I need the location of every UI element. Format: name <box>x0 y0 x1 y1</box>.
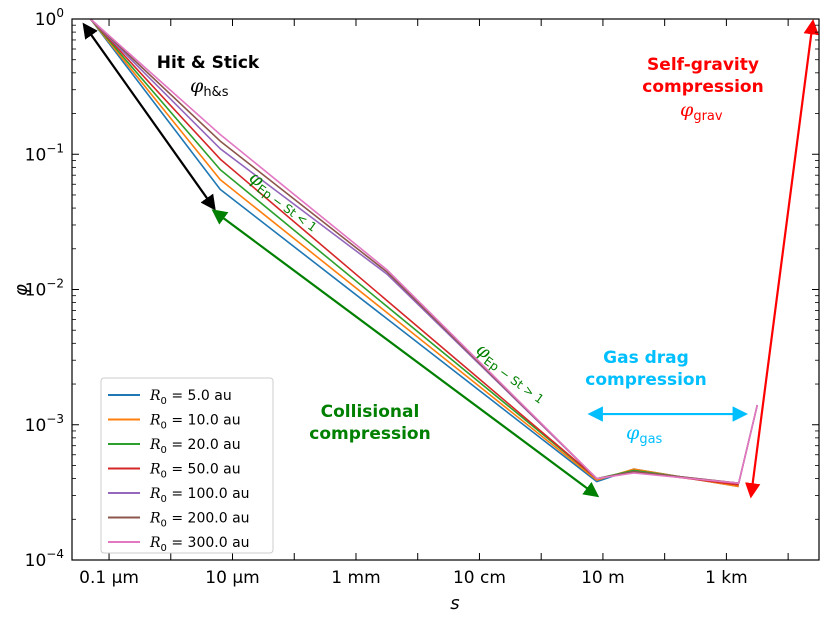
legend-label-1: R0 = 10.0 au <box>149 413 241 432</box>
x-tick-label: 0.1 µm <box>79 568 139 588</box>
ep-st-lt1-label: φEp − St < 1 <box>244 167 325 234</box>
legend-rest: = 200.0 au <box>167 511 250 527</box>
legend-r: R <box>149 388 161 404</box>
y-tick-base: 10 <box>25 145 47 165</box>
hit-stick-title: Hit & Stick <box>157 53 260 73</box>
self-gravity-arrow <box>745 18 819 499</box>
ep-st-gt1-label: φEp − St > 1 <box>471 339 552 406</box>
legend-sub: 0 <box>161 543 167 554</box>
legend-label-5: R0 = 200.0 au <box>149 511 250 530</box>
legend-label-3: R0 = 50.0 au <box>149 462 241 481</box>
ep-st-lt1-sub: Ep − St < 1 <box>254 182 319 235</box>
y-tick-base: 10 <box>25 551 47 571</box>
gas-drag-phi: φ <box>626 422 640 444</box>
legend-sub: 0 <box>161 494 167 505</box>
y-axis-label: φ <box>11 284 32 296</box>
self-gravity-line2: compression <box>642 77 763 97</box>
y-tick-base: 10 <box>35 10 57 30</box>
y-tick-label: 10−4 <box>25 547 64 571</box>
hit-stick-symbol: φh&s <box>190 75 229 100</box>
y-tick-label: 100 <box>35 6 64 30</box>
y-tick-label: 10−1 <box>25 141 64 165</box>
x-tick-label: 10 µm <box>205 568 259 588</box>
gas-drag-symbol: φgas <box>626 422 663 447</box>
hit-stick-arrow <box>82 22 216 211</box>
legend-label-0: R0 = 5.0 au <box>149 388 232 407</box>
legend-rest: = 50.0 au <box>167 462 241 478</box>
legend-r: R <box>149 413 161 429</box>
x-tick-label: 1 km <box>705 568 748 588</box>
collisional-arrow <box>211 209 600 498</box>
legend-rest: = 300.0 au <box>167 535 250 551</box>
y-tick-exp: 0 <box>56 6 64 20</box>
legend-r: R <box>149 462 161 478</box>
legend-box <box>100 377 274 554</box>
gas-drag-line2: compression <box>585 370 706 390</box>
legend-label-4: R0 = 100.0 au <box>149 486 250 505</box>
self-gravity-symbol: φgrav <box>680 99 723 124</box>
x-tick-label: 10 m <box>581 568 625 588</box>
x-tick-label: 1 mm <box>331 568 380 588</box>
gas-drag-sub: gas <box>639 432 662 447</box>
legend-r: R <box>149 511 161 527</box>
y-tick-base: 10 <box>25 281 47 301</box>
legend-sub: 0 <box>161 519 167 530</box>
hit-stick-phi: φ <box>190 75 204 97</box>
legend-r: R <box>149 437 161 453</box>
x-tick-label: 10 cm <box>453 568 506 588</box>
y-tick-label: 10−2 <box>25 277 64 301</box>
y-tick-exp: −2 <box>46 277 64 291</box>
x-axis-label: s <box>450 593 459 614</box>
legend-label-6: R0 = 300.0 au <box>149 535 250 554</box>
arrow-layer <box>82 18 819 499</box>
self-gravity-sub: grav <box>693 109 723 124</box>
y-tick-base: 10 <box>25 416 47 436</box>
y-tick-exp: −4 <box>46 547 64 561</box>
legend-r: R <box>149 486 161 502</box>
legend-rest: = 5.0 au <box>167 388 232 404</box>
legend-rest: = 20.0 au <box>167 437 241 453</box>
gas-drag-line1: Gas drag <box>603 348 689 368</box>
y-tick-exp: −1 <box>46 141 64 155</box>
legend-sub: 0 <box>161 421 167 432</box>
self-gravity-line1: Self-gravity <box>647 55 759 75</box>
y-tick-exp: −3 <box>46 412 64 426</box>
legend-sub: 0 <box>161 445 167 456</box>
hit-stick-sub: h&s <box>203 85 228 100</box>
collisional-line2: compression <box>309 424 430 444</box>
legend-sub: 0 <box>161 470 167 481</box>
legend-label-2: R0 = 20.0 au <box>149 437 241 456</box>
self-gravity-phi: φ <box>680 99 694 121</box>
legend-rest: = 10.0 au <box>167 413 241 429</box>
collisional-line1: Collisional <box>321 402 420 422</box>
legend-r: R <box>149 535 161 551</box>
legend-sub: 0 <box>161 396 167 407</box>
legend-rest: = 100.0 au <box>167 486 250 502</box>
y-tick-label: 10−3 <box>25 412 64 436</box>
